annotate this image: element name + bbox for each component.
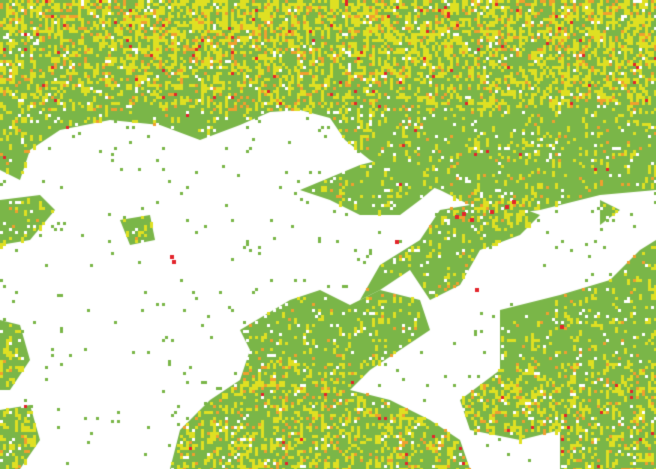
raster-map (0, 0, 656, 469)
raster-map-canvas (0, 0, 656, 469)
